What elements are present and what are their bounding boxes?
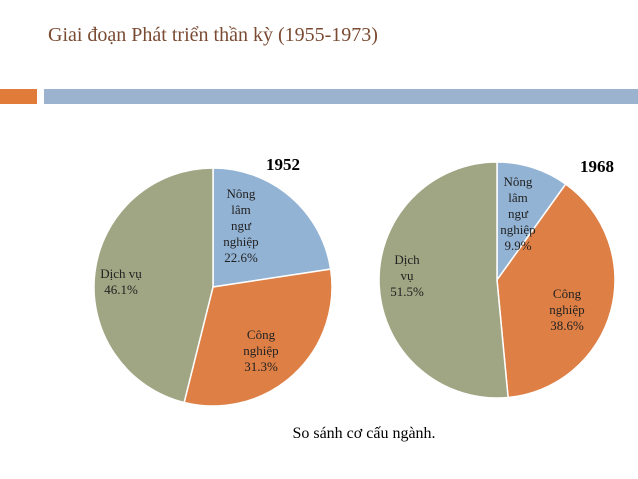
pie-1-slice-2 — [378, 161, 509, 399]
pie-0-slice-0-label: Nông lâm ngư nghiệp 22.6% — [223, 186, 258, 265]
chart-caption: So sánh cơ cấu ngành. — [292, 425, 436, 442]
pie-1-slice-1-label: Công nghiệp 38.6% — [549, 286, 584, 333]
pie-0-slice-0 — [212, 167, 332, 288]
pie-1-slice-2-label: Dịch vụ 51.5% — [390, 252, 424, 299]
pie-0-slice-2-label: Dịch vụ 46.1% — [100, 266, 142, 297]
pie-1-slice-0-label: Nông lâm ngư nghiệp 9.9% — [500, 174, 535, 253]
title-accent-bar — [0, 89, 37, 104]
slide-title: Giai đoạn Phát triển thần kỳ (1955-1973) — [48, 24, 378, 46]
title-divider-bar — [44, 89, 638, 104]
pie-0-slice-1-label: Công nghiệp 31.3% — [243, 327, 278, 374]
pie-1-slice-1 — [496, 183, 616, 399]
pie-0-slice-2 — [93, 167, 214, 404]
pie-0-slice-1 — [183, 268, 333, 407]
pie-0-title: 1952 — [266, 155, 300, 174]
pie-1-slice-0 — [496, 161, 567, 283]
pie-1-title: 1968 — [580, 157, 614, 176]
